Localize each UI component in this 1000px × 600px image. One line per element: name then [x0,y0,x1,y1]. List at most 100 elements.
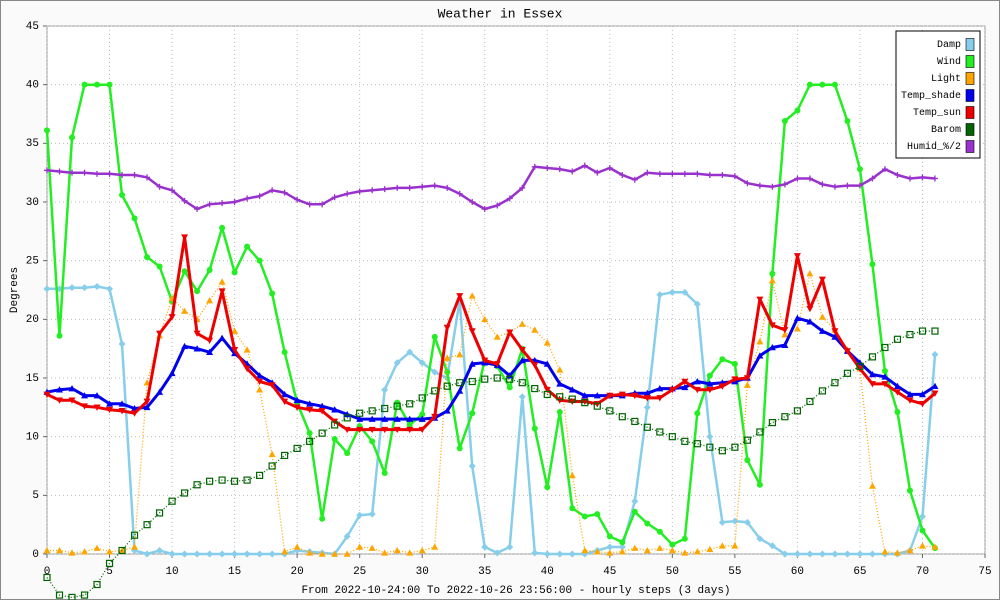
data-point [193,330,201,337]
data-point [506,372,514,379]
data-point [406,549,414,556]
data-point [218,278,226,285]
data-point [181,197,188,204]
series-line [46,164,936,211]
data-point [293,444,301,452]
data-point [506,543,514,551]
data-point [581,162,588,169]
data-point [806,81,813,88]
data-point [581,392,589,399]
data-point [155,509,164,517]
data-point [293,404,301,411]
data-point [406,348,414,356]
data-point [368,407,376,415]
legend-swatch [965,38,975,51]
data-point [193,345,201,352]
data-point [256,471,264,479]
data-point [806,550,814,558]
data-point [406,421,413,428]
data-point [681,383,689,391]
data-point [168,550,176,558]
data-point [406,426,414,434]
data-point [869,261,876,268]
data-point [118,340,126,348]
data-point [706,386,714,394]
data-point [893,549,901,556]
data-point [893,389,901,396]
x-tick-label: 20 [291,566,304,578]
data-point [593,392,601,399]
data-point [181,307,189,314]
data-point [681,535,688,542]
data-point [431,182,438,189]
data-point [556,380,564,387]
legend-label: Temp_sun [913,108,961,119]
data-point [819,181,826,188]
data-point [531,425,538,432]
data-point [844,118,851,125]
data-point [443,382,451,390]
data-point [44,127,50,134]
data-point [506,329,514,336]
data-point [331,194,338,201]
x-tick-label: 30 [416,566,429,578]
data-point [919,527,926,534]
data-point [481,543,489,551]
data-point [169,187,176,194]
data-point [918,390,926,398]
data-point [881,343,889,352]
data-point [106,170,113,177]
data-point [744,457,751,464]
data-point [468,377,476,386]
data-point [718,447,726,455]
data-point [768,418,776,427]
data-point [631,392,639,400]
data-point [918,542,926,549]
y-tick-label: 15 [26,373,39,385]
data-point [68,549,76,556]
data-point [693,548,701,555]
data-point [631,508,638,515]
x-tick-label: 35 [478,566,491,578]
data-point [205,477,214,485]
data-point [868,381,876,388]
data-point [219,200,226,207]
data-point [206,337,214,344]
data-point [818,550,826,558]
data-point [806,305,814,313]
data-point [293,396,301,404]
data-point [756,481,763,488]
data-point [468,462,476,470]
data-point [318,429,326,437]
data-point [181,342,189,350]
data-point [68,284,76,292]
data-point [381,404,389,413]
data-point [769,270,776,277]
data-point [256,378,264,386]
y-tick-label: 0 [32,549,39,561]
series-line [46,316,936,421]
data-point [531,326,539,333]
data-point [281,548,289,555]
data-point [281,451,289,460]
data-point [768,542,776,550]
data-point [569,168,576,175]
data-point [881,548,889,555]
data-point [881,373,889,380]
data-point [393,359,401,367]
data-point [831,328,839,335]
data-point [356,543,364,550]
data-point [506,384,513,391]
data-point [906,487,913,494]
data-point [856,166,863,173]
data-point [443,354,451,361]
data-point [568,471,576,479]
legend-label: Damp [937,40,961,51]
data-point [806,318,814,325]
data-point [394,184,401,191]
data-point [56,546,64,554]
data-point [643,389,651,397]
data-point [494,202,501,209]
data-point [906,330,914,339]
